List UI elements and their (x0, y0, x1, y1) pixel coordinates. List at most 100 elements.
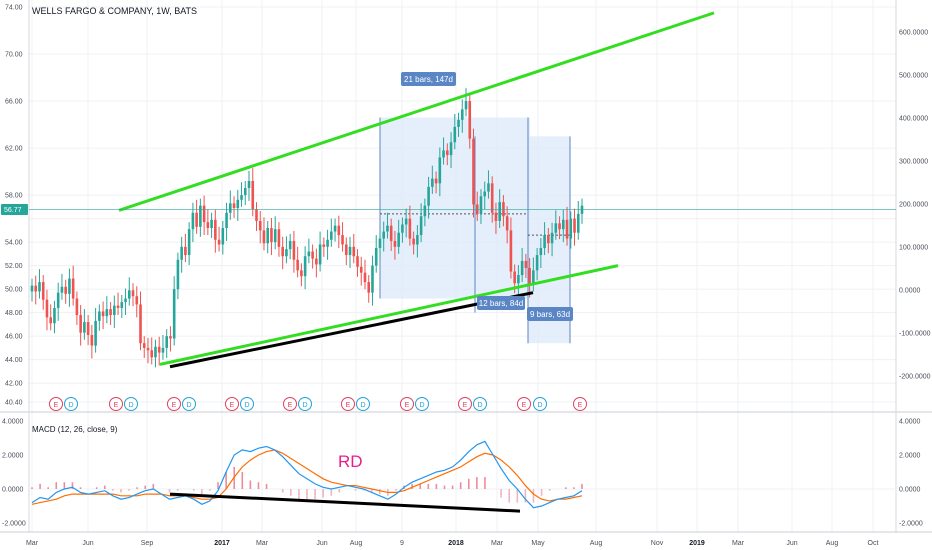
candle-body (157, 346, 161, 353)
dividend-marker[interactable]: D (298, 397, 312, 411)
time-tick-label: Nov (651, 540, 664, 547)
price-axis: 74.00 70.00 66.00 62.00 58.00 54.00 52.00 50.00… (5, 5, 23, 407)
candle-body (127, 290, 131, 299)
macd-trendline (169, 492, 521, 513)
dividend-marker[interactable]: D (473, 397, 487, 411)
macd-tick-label-left: 2.0000 (2, 453, 24, 460)
price-tick-label: 62.00 (5, 146, 23, 153)
candle-body (307, 251, 311, 257)
candle-body (535, 255, 539, 271)
dividend-marker[interactable]: D (182, 397, 196, 411)
candle-body (341, 235, 344, 245)
volume-tick-label: 400.0000 (899, 116, 928, 123)
candle-body (337, 225, 341, 236)
candle-body (359, 266, 363, 273)
candle-body (131, 290, 135, 297)
candle-body (296, 259, 299, 271)
marker-letter: D (244, 402, 249, 409)
candle-body (195, 212, 198, 227)
candle-body (255, 209, 258, 221)
dividend-marker[interactable]: D (124, 397, 138, 411)
marker-letter: D (68, 402, 73, 409)
candle-body (561, 219, 565, 230)
last-price-badge: 56.77 (1, 204, 28, 216)
candle-body (565, 219, 569, 239)
chart-title: WELLS FARGO & COMPANY, 1W, BATS (32, 6, 197, 16)
candle-body (517, 275, 520, 284)
candle-body (154, 346, 157, 358)
candle-body (449, 142, 453, 156)
macd-label: MACD (12, 26, close, 9) (32, 425, 118, 434)
candle-body (303, 256, 307, 277)
candle-body (367, 282, 371, 293)
dividend-marker[interactable]: D (356, 397, 370, 411)
candle-body (83, 322, 86, 333)
candle-body (550, 232, 554, 244)
time-tick-label: Mar (26, 540, 39, 547)
marker-letter: D (360, 402, 365, 409)
earnings-marker[interactable]: E (400, 397, 414, 411)
macd-axis-left: 4.0000 2.0000 0.0000 -2.0000 (2, 419, 26, 528)
macd-tick-label-left: 4.0000 (2, 419, 24, 426)
marker-circle (182, 397, 196, 411)
marker-letter: E (578, 402, 583, 409)
earnings-marker[interactable]: E (573, 397, 587, 411)
volume-axis: 600.0000 500.0000 400.0000 300.0000 200.0000… (899, 30, 931, 381)
candle-body (187, 229, 191, 256)
candle-body (509, 230, 513, 272)
candle-body (434, 178, 438, 184)
candle-body (53, 307, 56, 324)
earnings-marker[interactable]: E (225, 397, 239, 411)
candle-body (139, 304, 142, 344)
marker-letter: E (288, 402, 293, 409)
dividend-marker[interactable]: D (240, 397, 254, 411)
volume-tick-label: -200.0000 (899, 374, 931, 381)
earnings-marker[interactable]: E (109, 397, 123, 411)
earnings-marker[interactable]: E (458, 397, 472, 411)
candle-body (393, 240, 397, 247)
candle-body (344, 244, 348, 256)
candle-body (554, 223, 558, 233)
rd-annotation: RD (338, 452, 363, 471)
dividend-marker[interactable]: D (64, 397, 78, 411)
earnings-marker[interactable]: E (49, 397, 63, 411)
candle-body (165, 336, 168, 348)
earnings-marker[interactable]: E (517, 397, 531, 411)
candle-body (401, 224, 404, 233)
marker-letter: E (172, 402, 177, 409)
range-label-2-bg (477, 296, 525, 310)
time-tick-label: May (531, 540, 545, 547)
candle-body (524, 260, 528, 268)
macd-tick-label-right: -2.0000 (899, 521, 923, 528)
candle-body (109, 309, 112, 316)
earnings-marker[interactable]: E (341, 397, 355, 411)
marker-circle (283, 397, 297, 411)
candle-body (326, 239, 329, 247)
candle-body (431, 178, 434, 187)
candle-body (180, 246, 183, 260)
candle-body (397, 232, 400, 247)
candle-body (243, 188, 247, 196)
dividend-marker[interactable]: D (415, 397, 429, 411)
candle-body (120, 302, 124, 308)
price-tick-label: 70.00 (5, 52, 23, 59)
earnings-marker[interactable]: E (283, 397, 297, 411)
candle-body (285, 249, 288, 257)
range-label-1: 21 bars, 147d (404, 75, 453, 84)
candle-body (438, 157, 442, 184)
candle-body (352, 246, 356, 257)
marker-circle (240, 397, 254, 411)
candle-body (210, 219, 213, 229)
marker-letter: E (114, 402, 119, 409)
candle-body (176, 259, 180, 290)
price-tick-label: 74.00 (5, 5, 23, 12)
marker-circle (533, 397, 547, 411)
dividend-marker[interactable]: D (533, 397, 547, 411)
candle-body (348, 246, 352, 256)
range-label-1-bg (401, 72, 456, 86)
candle-body (520, 260, 524, 276)
earnings-marker[interactable]: E (167, 397, 181, 411)
marker-letter: D (537, 402, 542, 409)
